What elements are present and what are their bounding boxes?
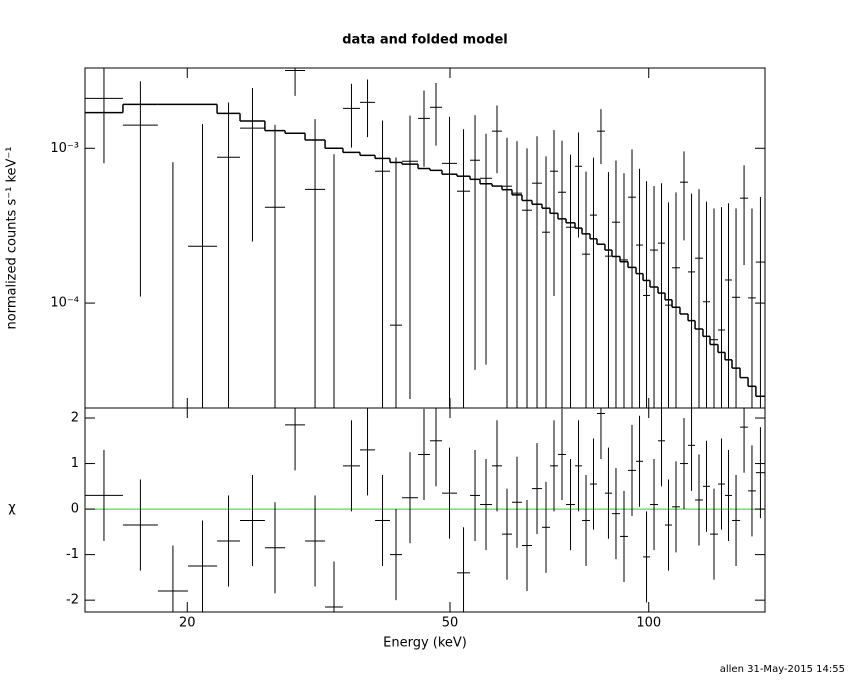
plot-frame [84,67,766,409]
y-tick-label: -1 [66,547,79,562]
y-tick-label: 0 [71,502,79,517]
y-tick-label: 1 [71,456,79,471]
footer: allen 31-May-2015 14:55 [720,664,845,675]
y-tick-label: 2 [71,411,79,426]
y-tick-label: -2 [66,593,79,608]
y-tick-label: 10⁻³ [50,141,79,156]
chart-title: data and folded model [342,33,508,48]
y-tick-label: 10⁻⁴ [50,296,79,311]
x-tick-label: 20 [179,616,196,631]
plot-frame [84,407,766,613]
plot-area [85,68,765,408]
x-tick-label: 100 [636,616,661,631]
x-tick-label: 50 [442,616,459,631]
y-axis-label: χ [8,501,16,516]
x-axis-label: Energy (keV) [383,636,467,651]
plot-area [85,408,765,612]
y-axis-label: normalized counts s⁻¹ keV⁻¹ [5,147,20,330]
